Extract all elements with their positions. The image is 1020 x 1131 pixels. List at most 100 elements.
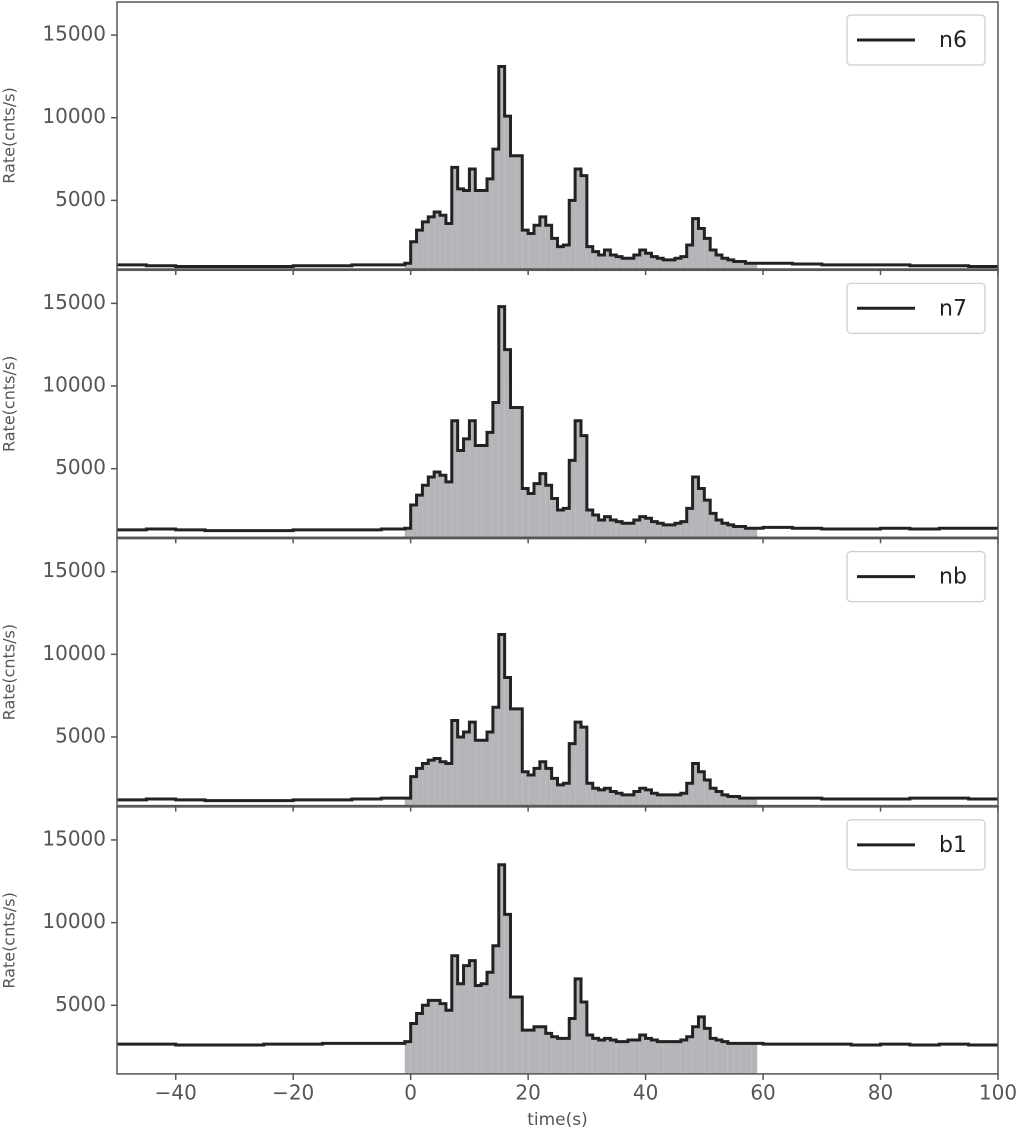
fill-bar xyxy=(657,523,664,538)
fill-bar xyxy=(739,261,746,269)
fill-bar xyxy=(727,796,734,806)
fill-bar xyxy=(539,216,546,269)
fill-bar xyxy=(692,218,699,269)
fill-bar xyxy=(727,259,734,269)
fill-bar xyxy=(592,251,599,269)
fill-bar xyxy=(528,1030,535,1074)
fill-bar xyxy=(516,407,523,538)
fill-bar xyxy=(745,798,752,806)
fill-bar xyxy=(633,519,640,538)
fill-bar xyxy=(622,1041,628,1074)
fill-bar xyxy=(627,1040,634,1074)
fill-bar xyxy=(410,505,417,538)
fill-bar xyxy=(404,263,411,269)
x-tick-label: 0 xyxy=(404,1080,417,1104)
fill-bar xyxy=(434,471,441,538)
fill-bar xyxy=(721,794,728,806)
fill-bar xyxy=(481,190,488,269)
fill-bar xyxy=(416,768,423,806)
fill-bar xyxy=(481,740,488,806)
fill-bar xyxy=(692,476,699,538)
fill-bar xyxy=(645,789,652,806)
fill-bar xyxy=(434,211,441,269)
fill-bar xyxy=(539,761,546,806)
fill-bar xyxy=(434,1000,441,1074)
fill-bar xyxy=(651,256,658,269)
fill-bar xyxy=(457,983,464,1074)
fill-bar xyxy=(534,225,540,269)
fill-bar xyxy=(651,793,658,806)
y-tick-label: 15000 xyxy=(42,22,106,46)
y-tick-label: 5000 xyxy=(55,187,106,211)
fill-bar xyxy=(445,223,452,269)
legend-box xyxy=(846,550,986,603)
fill-bar xyxy=(492,707,499,806)
fill-bar xyxy=(645,253,652,269)
panel xyxy=(117,863,998,1074)
fill-bar xyxy=(716,791,722,806)
fill-bar xyxy=(475,740,482,806)
fill-bar xyxy=(463,732,470,806)
fill-bar xyxy=(751,528,758,538)
panel xyxy=(117,64,998,269)
fill-bar xyxy=(698,488,705,538)
fill-bar xyxy=(575,978,581,1074)
fill-bar xyxy=(528,775,535,806)
fill-bar xyxy=(428,216,435,269)
fill-bar xyxy=(492,945,499,1074)
fill-bar xyxy=(457,450,464,538)
fill-bar xyxy=(487,732,493,806)
fill-bar xyxy=(504,677,511,806)
fill-bar xyxy=(469,168,476,269)
fill-bar xyxy=(451,167,458,269)
fill-bar xyxy=(680,256,687,269)
fill-bar xyxy=(475,445,482,538)
y-tick-label: 10000 xyxy=(42,641,106,665)
fill-bar xyxy=(575,168,581,269)
fill-bar xyxy=(604,1038,611,1074)
fill-bar xyxy=(575,722,581,806)
fill-bar xyxy=(551,238,558,269)
fill-bar xyxy=(586,246,593,269)
fill-bar xyxy=(633,791,640,806)
fill-bar xyxy=(545,485,552,538)
fill-bar xyxy=(539,473,546,538)
panel xyxy=(117,305,998,538)
fill-bar xyxy=(416,230,423,269)
fill-bar xyxy=(704,500,711,538)
fill-bar xyxy=(557,1038,564,1074)
fill-bar xyxy=(745,1043,752,1074)
fill-bar xyxy=(710,513,717,538)
fill-bar xyxy=(569,743,576,806)
x-tick-label: 80 xyxy=(868,1080,893,1104)
fill-bar xyxy=(522,230,529,269)
fill-bar xyxy=(710,1038,717,1074)
fill-bar xyxy=(528,493,535,538)
fill-bar xyxy=(516,155,523,269)
fill-bar xyxy=(557,784,564,806)
fill-bar xyxy=(481,445,488,538)
fill-bar xyxy=(481,983,488,1074)
fill-bar xyxy=(434,758,441,806)
fill-bar xyxy=(404,1041,411,1074)
fill-bar xyxy=(616,521,623,538)
fill-bar xyxy=(404,528,411,538)
fill-bar xyxy=(551,778,558,806)
fill-bar xyxy=(440,1003,446,1074)
x-tick-label: 20 xyxy=(515,1080,540,1104)
fill-bar xyxy=(428,760,435,806)
fill-bar xyxy=(669,1041,675,1074)
fill-bar xyxy=(445,481,452,538)
fill-bar xyxy=(586,1035,593,1074)
fill-bar xyxy=(739,798,746,806)
x-tick-label: −40 xyxy=(155,1080,197,1104)
fill-bar xyxy=(674,794,681,806)
legend-box xyxy=(846,282,986,334)
fill-bar xyxy=(545,225,552,269)
fill-bar xyxy=(657,794,664,806)
fill-bar xyxy=(657,1041,664,1074)
fill-bar xyxy=(440,475,446,538)
x-axis-label: time(s) xyxy=(527,1110,588,1130)
fill-bar xyxy=(451,955,458,1074)
fill-bar xyxy=(569,460,576,538)
